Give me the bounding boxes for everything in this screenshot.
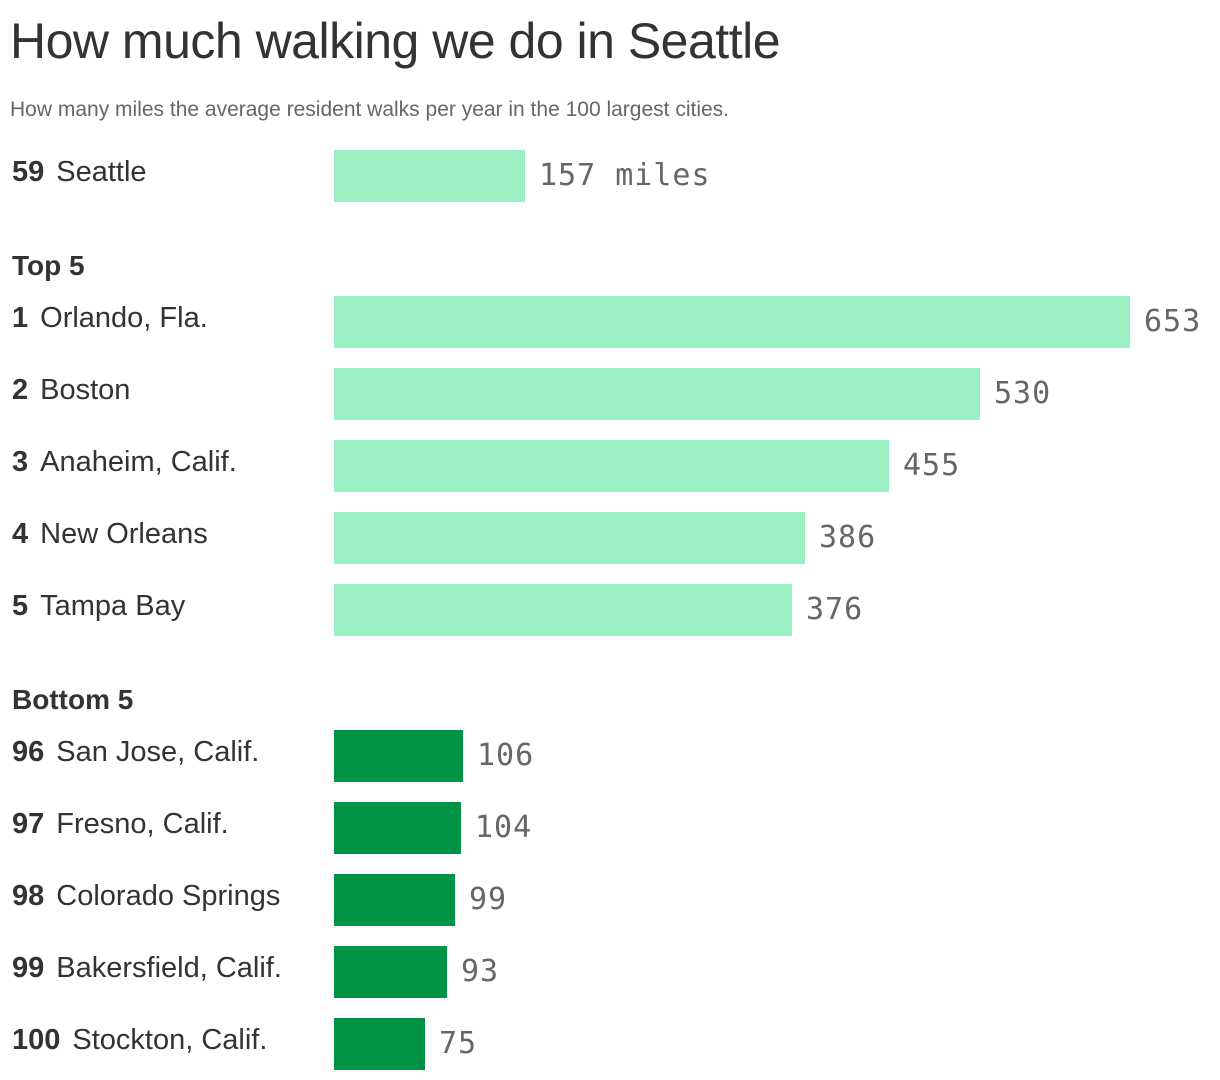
bar <box>334 730 463 782</box>
city-name: Fresno, Calif. <box>56 808 229 840</box>
bar <box>334 802 461 854</box>
bar-row: 100 Stockton, Calif. 75 <box>0 1018 1220 1070</box>
rank-number: 98 <box>12 880 45 912</box>
rank-number: 99 <box>12 952 45 984</box>
section-label: Bottom 5 <box>12 684 134 715</box>
bar-row: 59 Seattle 157 miles <box>0 150 1220 202</box>
city-name: Orlando, Fla. <box>40 302 208 334</box>
city-name: Boston <box>40 374 131 406</box>
data-label: 455 <box>903 448 961 483</box>
city-name: Seattle <box>56 156 147 188</box>
city-label: 99 Bakersfield, Calif. <box>12 946 282 998</box>
data-label: 104 <box>475 810 533 845</box>
city-name: San Jose, Calif. <box>56 736 260 768</box>
city-label: 4 New Orleans <box>12 512 208 564</box>
rank-number: 59 <box>12 156 45 188</box>
bar <box>334 368 980 420</box>
city-label: 1 Orlando, Fla. <box>12 296 208 348</box>
data-label: 157 miles <box>539 158 711 193</box>
bar-row: 4 New Orleans 386 <box>0 512 1220 564</box>
rank-number: 97 <box>12 808 45 840</box>
bar-row: 98 Colorado Springs 99 <box>0 874 1220 926</box>
section-label: Top 5 <box>12 250 85 281</box>
rank-number: 4 <box>12 518 29 550</box>
data-label: 106 <box>477 738 535 773</box>
bar-row: 5 Tampa Bay 376 <box>0 584 1220 636</box>
rank-number: 5 <box>12 590 29 622</box>
rank-number: 1 <box>12 302 29 334</box>
city-name: Anaheim, Calif. <box>40 446 237 478</box>
bar <box>334 946 447 998</box>
city-label: 97 Fresno, Calif. <box>12 802 229 854</box>
city-label: 5 Tampa Bay <box>12 584 185 636</box>
city-label: 2 Boston <box>12 368 130 420</box>
data-label: 376 <box>806 592 864 627</box>
bar <box>334 874 455 926</box>
city-label: 98 Colorado Springs <box>12 874 280 926</box>
bar <box>334 440 889 492</box>
city-name: Stockton, Calif. <box>72 1024 268 1056</box>
data-label: 93 <box>461 954 500 989</box>
data-label: 653 <box>1144 304 1202 339</box>
bar-row: 3 Anaheim, Calif. 455 <box>0 440 1220 492</box>
bar <box>334 150 525 202</box>
city-name: Colorado Springs <box>56 880 281 912</box>
city-label: 3 Anaheim, Calif. <box>12 440 237 492</box>
bar-row: 1 Orlando, Fla. 653 <box>0 296 1220 348</box>
city-name: Tampa Bay <box>40 590 186 622</box>
city-name: Bakersfield, Calif. <box>56 952 282 984</box>
bar <box>334 512 805 564</box>
rank-number: 100 <box>12 1024 61 1056</box>
chart-subtitle: How many miles the average resident walk… <box>10 98 730 121</box>
bar-row: 99 Bakersfield, Calif. 93 <box>0 946 1220 998</box>
rank-number: 2 <box>12 374 29 406</box>
bar-row: 96 San Jose, Calif. 106 <box>0 730 1220 782</box>
bar-row: 2 Boston 530 <box>0 368 1220 420</box>
bar <box>334 296 1130 348</box>
city-label: 96 San Jose, Calif. <box>12 730 259 782</box>
chart-title: How much walking we do in Seattle <box>10 13 781 69</box>
bar <box>334 1018 425 1070</box>
data-label: 530 <box>994 376 1052 411</box>
rank-number: 3 <box>12 446 29 478</box>
bar <box>334 584 792 636</box>
bar-row: 97 Fresno, Calif. 104 <box>0 802 1220 854</box>
rank-number: 96 <box>12 736 45 768</box>
data-label: 75 <box>439 1026 478 1061</box>
data-label: 99 <box>469 882 508 917</box>
city-name: New Orleans <box>40 518 208 550</box>
data-label: 386 <box>819 520 877 555</box>
city-label: 59 Seattle <box>12 150 147 202</box>
city-label: 100 Stockton, Calif. <box>12 1018 267 1070</box>
